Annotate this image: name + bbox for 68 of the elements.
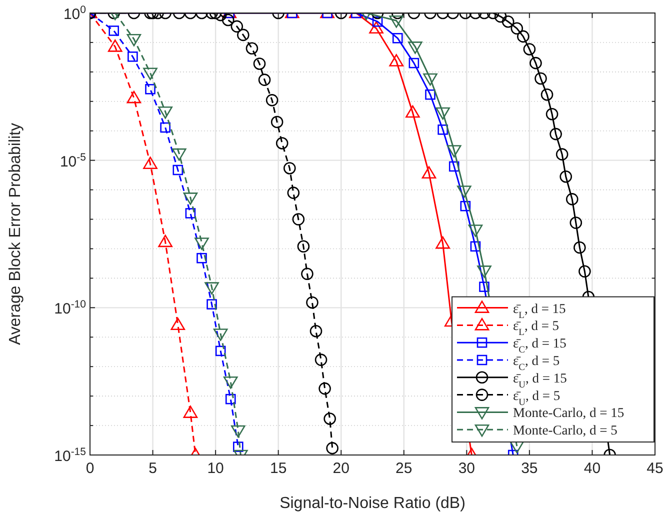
point xyxy=(215,346,226,356)
legend-label: ε̄$_{L}$, d = 15 xyxy=(513,300,566,321)
y-tick-label: 10$^{-15}$ xyxy=(54,446,86,465)
point xyxy=(470,241,481,252)
point xyxy=(297,240,310,253)
y-tick-label: 10$^{-10}$ xyxy=(54,298,86,318)
point xyxy=(550,128,562,140)
point xyxy=(158,106,172,119)
x-axis-title: Signal-to-Noise Ratio (dB) xyxy=(280,495,466,512)
x-tick-label: 0 xyxy=(86,460,94,477)
point xyxy=(446,145,462,158)
point xyxy=(436,107,450,120)
x-tick-label: 25 xyxy=(396,460,412,477)
point xyxy=(283,162,296,174)
x-tick-label: 5 xyxy=(148,460,157,477)
point xyxy=(185,208,196,218)
x-tick-label: 40 xyxy=(584,460,601,477)
point xyxy=(301,268,314,280)
point xyxy=(477,266,492,278)
point xyxy=(172,164,184,176)
legend-label: ε̄$_{C}$, d = 15 xyxy=(513,336,567,356)
y-tick-label: 10$^{0}$ xyxy=(63,4,86,23)
point xyxy=(560,170,572,183)
point xyxy=(183,192,198,205)
point xyxy=(457,186,472,198)
point xyxy=(468,224,483,237)
point xyxy=(292,213,305,226)
point xyxy=(204,282,219,294)
point xyxy=(436,236,450,249)
point xyxy=(160,122,170,133)
point xyxy=(276,137,288,150)
point xyxy=(408,42,422,54)
point xyxy=(194,238,209,250)
x-tick-label: 20 xyxy=(332,460,350,477)
point xyxy=(287,186,300,199)
point xyxy=(310,324,322,338)
point xyxy=(206,299,217,310)
point xyxy=(578,265,591,278)
point xyxy=(306,296,318,309)
point xyxy=(494,13,507,23)
x-tick-label: 15 xyxy=(270,460,287,477)
legend-label: ε̄$_{C}$, d = 5 xyxy=(513,353,560,373)
point xyxy=(314,354,328,366)
point xyxy=(448,161,460,172)
point xyxy=(574,241,586,254)
point xyxy=(479,282,490,292)
point xyxy=(183,406,198,418)
legend-label: ε̄$_{U}$, d = 15 xyxy=(513,370,568,390)
y-axis-title: Average Block Error Probability xyxy=(7,122,24,346)
legend-label: Monte-Carlo, d = 5 xyxy=(513,422,618,438)
x-tick-label: 35 xyxy=(521,460,538,477)
legend-label: ε̄$_{L}$, d = 5 xyxy=(513,318,560,338)
point xyxy=(158,234,172,248)
x-tick-label: 45 xyxy=(646,460,664,477)
point xyxy=(556,148,568,160)
point xyxy=(172,148,186,161)
x-tick-label: 10 xyxy=(207,460,224,477)
point xyxy=(423,73,438,86)
point xyxy=(170,318,186,330)
legend-label: Monte-Carlo, d = 15 xyxy=(513,405,624,420)
point xyxy=(570,216,582,229)
legend-label: ε̄$_{U}$, d = 5 xyxy=(513,388,560,408)
x-tick-label: 30 xyxy=(458,460,476,477)
point xyxy=(460,200,471,212)
point xyxy=(143,68,158,80)
y-tick-label: 10$^{-5}$ xyxy=(60,151,86,170)
point xyxy=(196,252,207,264)
point xyxy=(566,193,578,206)
